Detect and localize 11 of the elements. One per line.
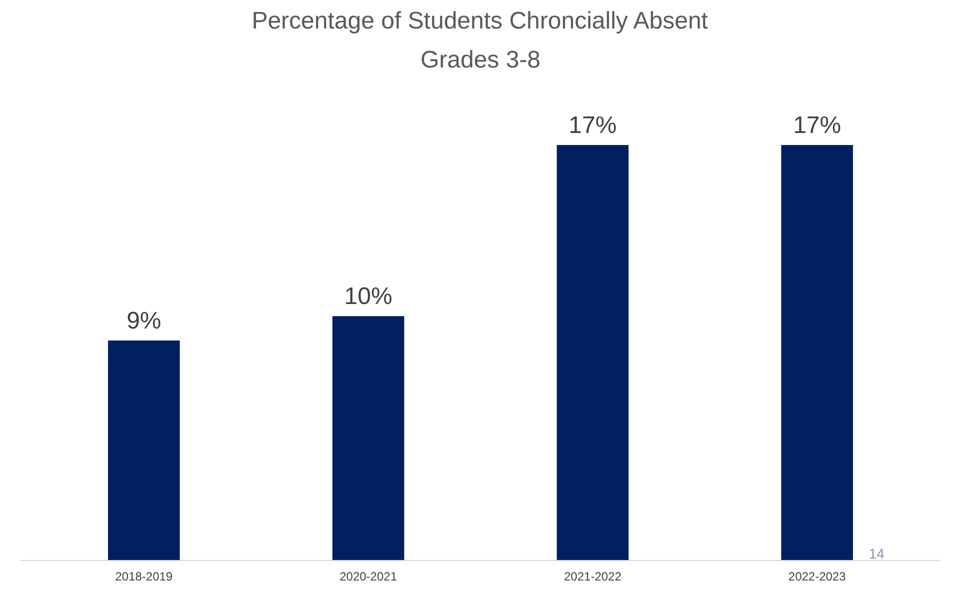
data-label: 17% [568,112,617,139]
chart-title: Percentage of Students Chroncially Absent [252,8,708,34]
x-tick-label: 2022-2023 [788,570,846,584]
data-label: 17% [793,112,842,139]
data-label: 9% [126,308,162,335]
x-tick-label: 2021-2022 [564,570,622,584]
x-tick-label: 2020-2021 [340,570,398,584]
data-label: 10% [344,283,392,310]
annotation: 14 [868,546,885,562]
x-tick-label: 2018-2019 [115,570,173,584]
chart-subtitle: Grades 3-8 [420,46,541,74]
